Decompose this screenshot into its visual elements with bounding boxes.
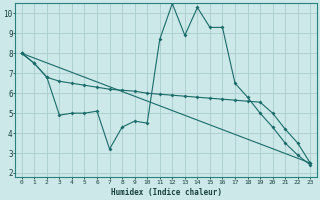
X-axis label: Humidex (Indice chaleur): Humidex (Indice chaleur) bbox=[110, 188, 221, 197]
